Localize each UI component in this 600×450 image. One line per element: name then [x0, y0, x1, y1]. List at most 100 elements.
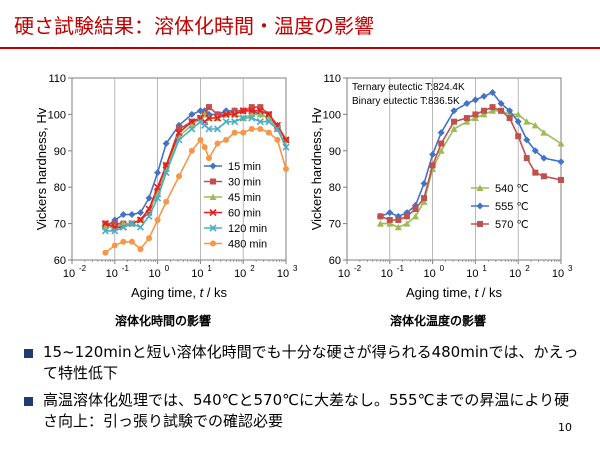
data-point: [450, 125, 458, 132]
data-point: [128, 220, 136, 228]
data-point-stroke: [145, 205, 153, 213]
data-point-stroke: [136, 223, 145, 231]
data-point: [162, 140, 170, 148]
data-point: [394, 223, 402, 231]
data-point: [463, 118, 471, 125]
data-point-stroke: [154, 183, 162, 191]
data-point: [480, 110, 488, 118]
y-tick-label: 110: [323, 73, 341, 85]
data-point-stroke: [101, 220, 109, 228]
y-tick-label: 90: [54, 146, 66, 158]
x-tick-exponent: -2: [354, 264, 362, 273]
y-tick-label: 70: [329, 219, 341, 231]
data-point: [201, 144, 208, 151]
x-tick-label: 10: [509, 268, 521, 280]
data-point-stroke: [136, 216, 145, 224]
data-point: [523, 155, 530, 162]
bullet-item: 15~120minと短い溶体化時間でも十分な硬さが得られる480minでは、かえ…: [24, 342, 584, 384]
legend-label: 540 ℃: [495, 183, 529, 195]
y-tick-label: 80: [54, 182, 66, 194]
data-point-stroke: [201, 121, 209, 129]
data-point: [403, 213, 410, 220]
data-point: [209, 162, 217, 170]
data-point: [497, 99, 505, 107]
x-tick-exponent: 0: [165, 264, 170, 273]
data-point: [119, 211, 127, 218]
data-point: [210, 240, 216, 247]
data-point: [438, 140, 445, 147]
data-point: [240, 129, 247, 136]
bullet-square-icon: [24, 397, 33, 406]
page-number: 10: [558, 421, 572, 434]
data-point: [101, 220, 109, 228]
y-axis: 60 70 80 90 100 110: [323, 73, 347, 267]
data-point: [188, 118, 196, 126]
data-point: [557, 140, 565, 147]
data-point: [231, 110, 239, 118]
data-point: [248, 107, 256, 115]
data-point: [471, 114, 479, 122]
data-point: [175, 136, 183, 144]
x-axis-label-unit: / ks: [478, 285, 502, 300]
data-point: [506, 115, 513, 122]
y-tick-label: 70: [54, 219, 66, 231]
legend-label: 45 min: [228, 192, 261, 204]
data-point: [489, 104, 496, 111]
legend-label: 480 min: [228, 239, 267, 251]
data-point: [558, 176, 564, 183]
data-point-stroke: [265, 110, 273, 118]
legend: 540 ℃ 555 ℃ 570 ℃: [471, 183, 529, 231]
y-tick-label: 60: [54, 255, 66, 267]
data-point: [163, 198, 170, 205]
data-point: [205, 125, 213, 133]
data-point-stroke: [213, 114, 222, 122]
data-point-stroke: [205, 114, 213, 122]
data-point: [176, 173, 182, 180]
data-point: [265, 110, 273, 118]
legend-item: 555 ℃: [471, 201, 529, 213]
data-point-stroke: [256, 118, 264, 126]
legend-label: 15 min: [228, 161, 261, 173]
data-point: [137, 246, 144, 253]
data-point: [283, 166, 289, 172]
data-point: [231, 107, 238, 114]
x-axis-label-unit: / ks: [203, 285, 227, 300]
x-tick-exponent: 1: [482, 264, 487, 273]
data-point: [377, 213, 384, 220]
x-axis-label-variable: t: [475, 285, 480, 300]
slide-title: 硬さ試験結果：溶体化時間・温度の影響: [14, 14, 374, 38]
data-point-stroke: [222, 118, 230, 126]
x-tick-label: 10: [234, 268, 246, 280]
data-point: [476, 202, 484, 210]
data-point-stroke: [239, 107, 247, 115]
data-point-stroke: [101, 227, 109, 235]
series-480-min: [102, 125, 289, 256]
legend-label: 120 min: [228, 223, 267, 235]
data-point: [506, 107, 514, 115]
y-tick-label: 80: [329, 182, 341, 194]
data-point: [515, 133, 522, 140]
data-point: [145, 212, 153, 220]
legend-item: 570 ℃: [471, 219, 529, 231]
x-tick-exponent: 2: [525, 264, 530, 273]
data-point: [472, 111, 479, 118]
data-point: [136, 216, 145, 224]
data-point: [489, 89, 497, 97]
x-tick-exponent: -2: [79, 264, 87, 273]
bullet-list: 15~120minと短い溶体化時間でも十分な硬さが得られる480minでは、かえ…: [24, 342, 584, 438]
data-point: [376, 220, 384, 227]
series-line: [104, 128, 287, 254]
data-point: [386, 216, 393, 223]
x-axis-label-text: Aging time,: [406, 285, 475, 300]
data-point: [480, 107, 487, 114]
data-point: [531, 147, 539, 155]
data-point-stroke: [213, 125, 222, 133]
data-point: [257, 104, 264, 111]
data-point: [450, 107, 458, 115]
data-point: [214, 140, 221, 147]
y-axis: 60 70 80 90 100 110: [48, 73, 72, 267]
data-point: [222, 110, 230, 118]
y-tick-label: 60: [329, 255, 341, 267]
data-point: [119, 223, 127, 231]
data-point: [154, 216, 161, 223]
